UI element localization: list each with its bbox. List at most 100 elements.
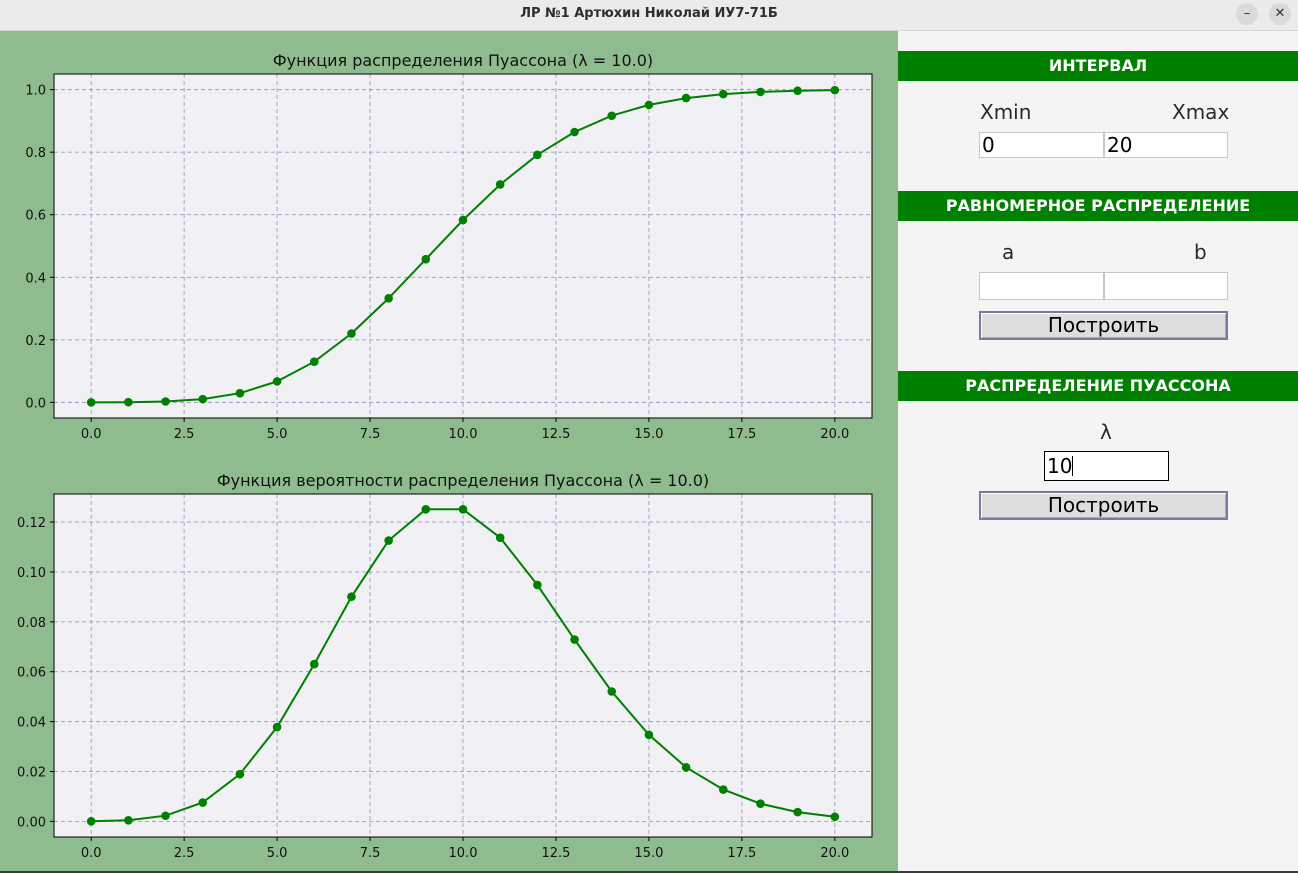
- chart1-y-tick-label: 1.0: [25, 84, 46, 99]
- chart2-data-point: [347, 592, 356, 602]
- chart1-x-tick-label: 5.0: [267, 427, 288, 442]
- chart2-data-point: [421, 505, 431, 514]
- uniform-header: РАВНОМЕРНОЕ РАСПРЕДЕЛЕНИЕ: [898, 191, 1298, 221]
- chart2-y-tick-label: 0.12: [17, 516, 46, 531]
- chart1-data-point: [198, 394, 208, 404]
- chart1-title: Функция распределения Пуассона (λ = 10.0…: [273, 51, 653, 70]
- chart2-data-point: [533, 580, 542, 590]
- chart2-data-point: [124, 815, 133, 825]
- chart1-data-point: [681, 93, 691, 103]
- chart1-y-tick-label: 0.4: [25, 271, 46, 286]
- chart1-data-point: [86, 398, 96, 407]
- chart2-data-point: [756, 799, 765, 809]
- chart1-x-tick-label: 2.5: [174, 427, 195, 442]
- title-bar: ЛР №1 Артюхин Николай ИУ7-71Б – ✕: [0, 0, 1298, 31]
- text-caret: [1072, 456, 1074, 476]
- chart1-data-point: [347, 329, 356, 338]
- chart2-x-tick-label: 7.5: [360, 846, 381, 861]
- interval-header: ИНТЕРВАЛ: [898, 51, 1298, 81]
- chart2-y-tick-label: 0.10: [17, 566, 46, 581]
- chart2-x-tick-label: 17.5: [727, 846, 756, 861]
- chart1-data-point: [458, 215, 468, 225]
- chart2-x-tick-label: 12.5: [541, 846, 570, 861]
- chart2-data-point: [384, 536, 393, 545]
- a-input[interactable]: [979, 272, 1104, 300]
- a-label: a: [1002, 240, 1015, 264]
- chart2-data-point: [495, 533, 505, 542]
- bottom-border: [0, 871, 1298, 873]
- chart1-data-point: [793, 86, 802, 96]
- chart2-data-point: [793, 807, 802, 817]
- chart1-x-tick-label: 15.0: [634, 427, 663, 442]
- chart2-title: Функция вероятности распределения Пуассо…: [217, 471, 709, 490]
- chart2-data-point: [830, 812, 840, 822]
- chart2-x-tick-label: 10.0: [449, 846, 478, 861]
- b-input[interactable]: [1104, 272, 1228, 300]
- chart1-data-point: [235, 388, 245, 398]
- chart2-x-tick-label: 2.5: [174, 846, 195, 861]
- chart1-y-tick-label: 0.8: [25, 146, 46, 161]
- chart1-data-point: [384, 293, 393, 303]
- chart2-x-tick-label: 5.0: [267, 846, 288, 861]
- chart1-data-point: [830, 85, 840, 95]
- chart1-x-tick-label: 7.5: [360, 427, 381, 442]
- chart2-y-tick-label: 0.06: [17, 666, 46, 681]
- chart1-data-point: [570, 127, 579, 137]
- chart2-y-tick-label: 0.02: [17, 766, 46, 781]
- chart1-data-point: [272, 377, 282, 386]
- chart1-x-tick-label: 17.5: [727, 427, 756, 442]
- chart1-x-tick-label: 20.0: [820, 427, 849, 442]
- minimize-icon[interactable]: –: [1236, 3, 1258, 25]
- chart2-data-point: [607, 687, 617, 696]
- chart1-data-point: [421, 254, 431, 264]
- chart1-data-point: [644, 100, 654, 110]
- poisson-build-button[interactable]: Построить: [979, 491, 1228, 520]
- chart1-y-tick-label: 0.2: [25, 334, 46, 349]
- chart2-data-point: [458, 505, 468, 514]
- chart2-data-point: [718, 785, 728, 794]
- chart2-data-point: [272, 722, 282, 732]
- plot-pane: 0.0 2.5 5.0 7.5 10.0 12.5 15.0 17.5 20.0 0.0 0.2 0.…: [0, 31, 898, 871]
- close-icon[interactable]: ✕: [1269, 3, 1291, 25]
- chart2-y-tick-label: 0.00: [17, 815, 46, 830]
- chart2-data-point: [235, 769, 245, 779]
- xmax-input[interactable]: 20: [1104, 132, 1228, 158]
- chart2-y-tick-label: 0.04: [17, 716, 46, 731]
- chart2-data-point: [198, 798, 208, 807]
- chart1-y-tick-label: 0.0: [25, 396, 46, 411]
- chart2-x-tick-label: 15.0: [634, 846, 663, 861]
- window-title: ЛР №1 Артюхин Николай ИУ7-71Б: [520, 6, 778, 21]
- chart1-x-tick-label: 12.5: [541, 427, 570, 442]
- chart2-data-point: [161, 811, 170, 821]
- chart1-data-point: [718, 89, 728, 99]
- chart1-data-point: [756, 87, 765, 97]
- chart2-data-point: [309, 659, 319, 669]
- chart1-data-point: [309, 357, 319, 366]
- chart1-data-point: [533, 150, 542, 160]
- chart1-data-point: [161, 397, 170, 406]
- chart1-axes-frame: [53, 73, 873, 419]
- xmin-label: Xmin: [980, 100, 1032, 124]
- chart2-y-tick-label: 0.08: [17, 616, 46, 631]
- chart2-data-point: [644, 730, 654, 740]
- chart2-axes-frame: [53, 493, 873, 838]
- uniform-build-button[interactable]: Построить: [979, 311, 1228, 340]
- chart1-data-point: [607, 111, 617, 121]
- chart2-data-point: [681, 762, 691, 772]
- control-panel: ИНТЕРВАЛ Xmin Xmax 0 20 РАВНОМЕРНОЕ РАСП…: [898, 31, 1298, 871]
- plots-canvas: 0.0 2.5 5.0 7.5 10.0 12.5 15.0 17.5 20.0 0.0 0.2 0.…: [17, 51, 873, 861]
- chart1-x-tick-label: 0.0: [81, 427, 102, 442]
- chart2-data-point: [86, 816, 96, 826]
- xmax-label: Xmax: [1172, 100, 1230, 124]
- chart2-x-tick-label: 20.0: [820, 846, 849, 861]
- chart1-data-point: [124, 397, 133, 407]
- chart2-data-point: [570, 635, 579, 644]
- poisson-header: РАСПРЕДЕЛЕНИЕ ПУАССОНА: [898, 371, 1298, 401]
- xmin-input[interactable]: 0: [979, 132, 1104, 158]
- lambda-label: λ: [1100, 420, 1112, 444]
- lambda-input-value: 10: [1047, 454, 1073, 478]
- chart1-data-point: [495, 180, 505, 189]
- lambda-input[interactable]: 10: [1044, 451, 1169, 481]
- chart1-x-tick-label: 10.0: [449, 427, 478, 442]
- b-label: b: [1194, 240, 1207, 264]
